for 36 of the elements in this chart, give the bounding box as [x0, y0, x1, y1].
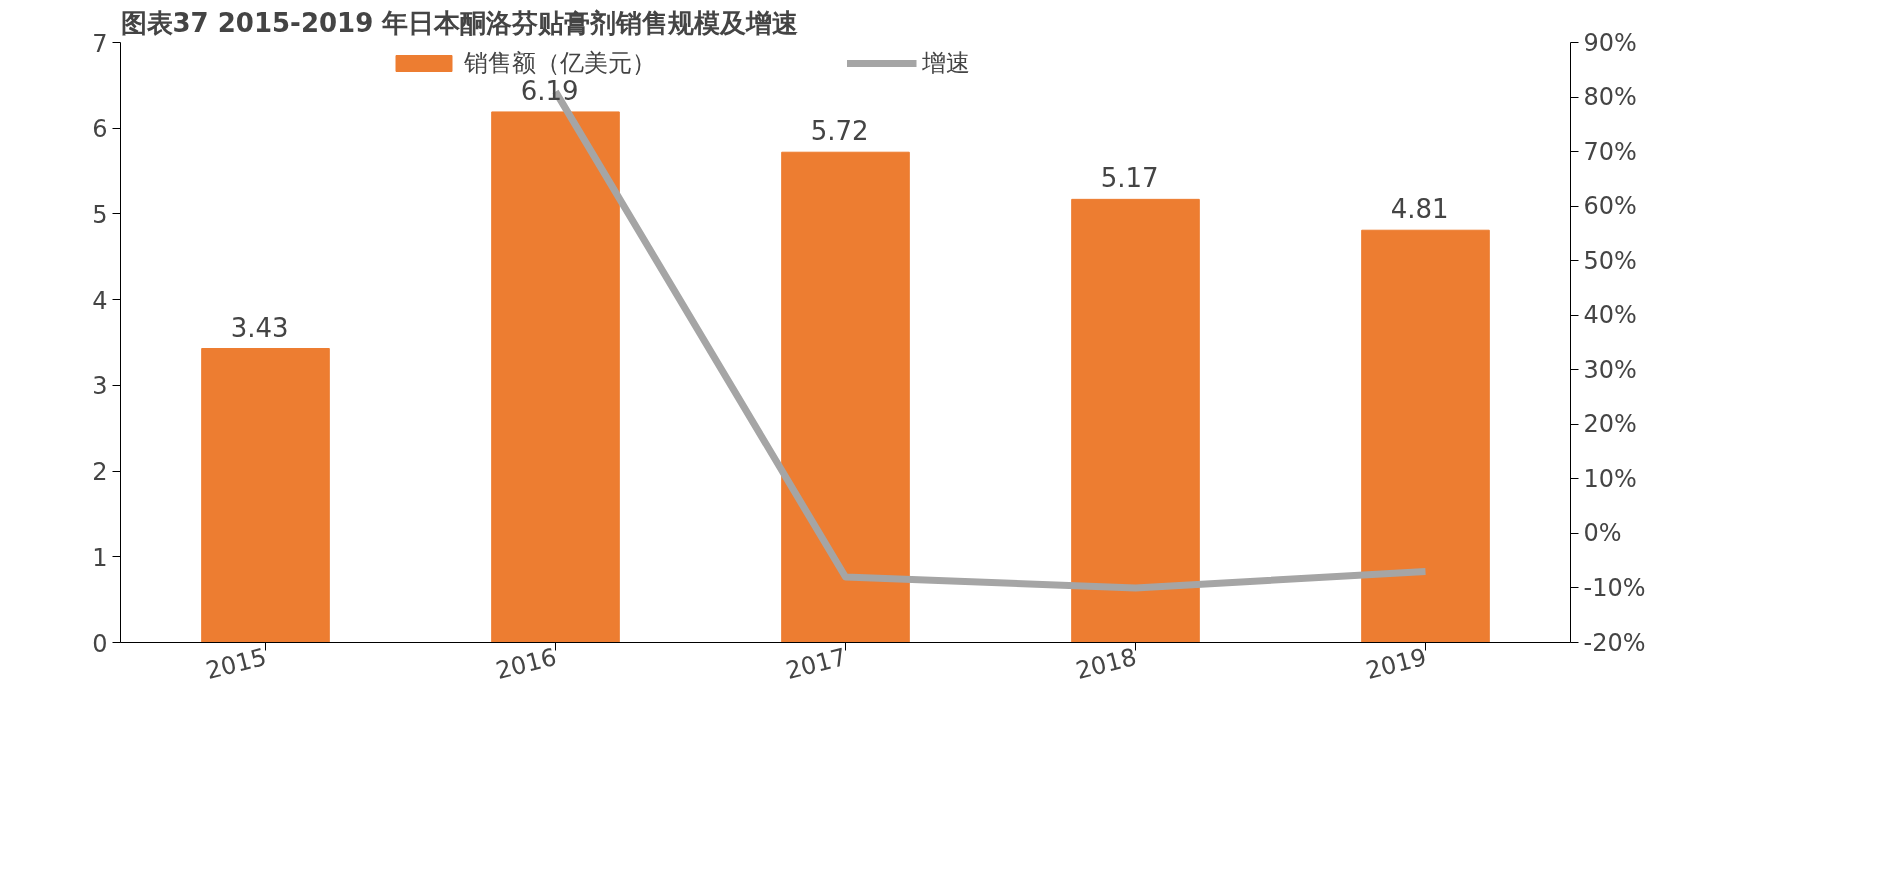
y2-tick-label: -10%	[1583, 573, 1646, 602]
y2-tick-label: 40%	[1583, 301, 1637, 330]
y2-tick-label: -20%	[1583, 628, 1646, 657]
y-tick-label: 2	[92, 458, 108, 487]
y2-tick-label: 60%	[1583, 192, 1637, 221]
bar	[781, 151, 910, 643]
y-tick-label: 1	[92, 543, 108, 572]
y-tick-label: 0	[92, 629, 108, 658]
bar	[1361, 229, 1490, 643]
legend-label: 增速	[921, 48, 971, 79]
x-tick-label: 2017	[783, 642, 850, 686]
x-tick-label: 2016	[493, 642, 560, 686]
chart-title: 图表37 2015-2019 年日本酮洛芬贴膏剂销售规模及增速	[120, 7, 799, 38]
y2-tick-label: 30%	[1583, 355, 1637, 384]
y-tick-label: 4	[92, 286, 108, 315]
x-tick-label: 2019	[1363, 642, 1430, 686]
y2-tick-label: 0%	[1583, 519, 1622, 548]
y-tick-label: 7	[92, 29, 108, 58]
text: 5.17	[1100, 163, 1159, 194]
x-tick-label: 2015	[203, 642, 270, 686]
y2-tick-label: 80%	[1583, 83, 1637, 112]
text: 5.72	[810, 116, 869, 147]
y2-tick-label: 50%	[1583, 246, 1637, 275]
y-tick-label: 6	[92, 115, 108, 144]
y2-tick-label: 20%	[1583, 410, 1637, 439]
text: 3.43	[230, 312, 289, 343]
y-tick-label: 5	[92, 200, 108, 229]
bar	[1071, 198, 1200, 643]
text: 4.81	[1390, 194, 1449, 225]
x-tick-label: 2018	[1073, 642, 1140, 686]
y-tick-label: 3	[92, 372, 108, 401]
bar	[491, 111, 620, 643]
y2-tick-label: 70%	[1583, 137, 1637, 166]
y2-tick-label: 10%	[1583, 464, 1637, 493]
bar	[201, 348, 330, 643]
y2-tick-label: 90%	[1583, 28, 1637, 57]
